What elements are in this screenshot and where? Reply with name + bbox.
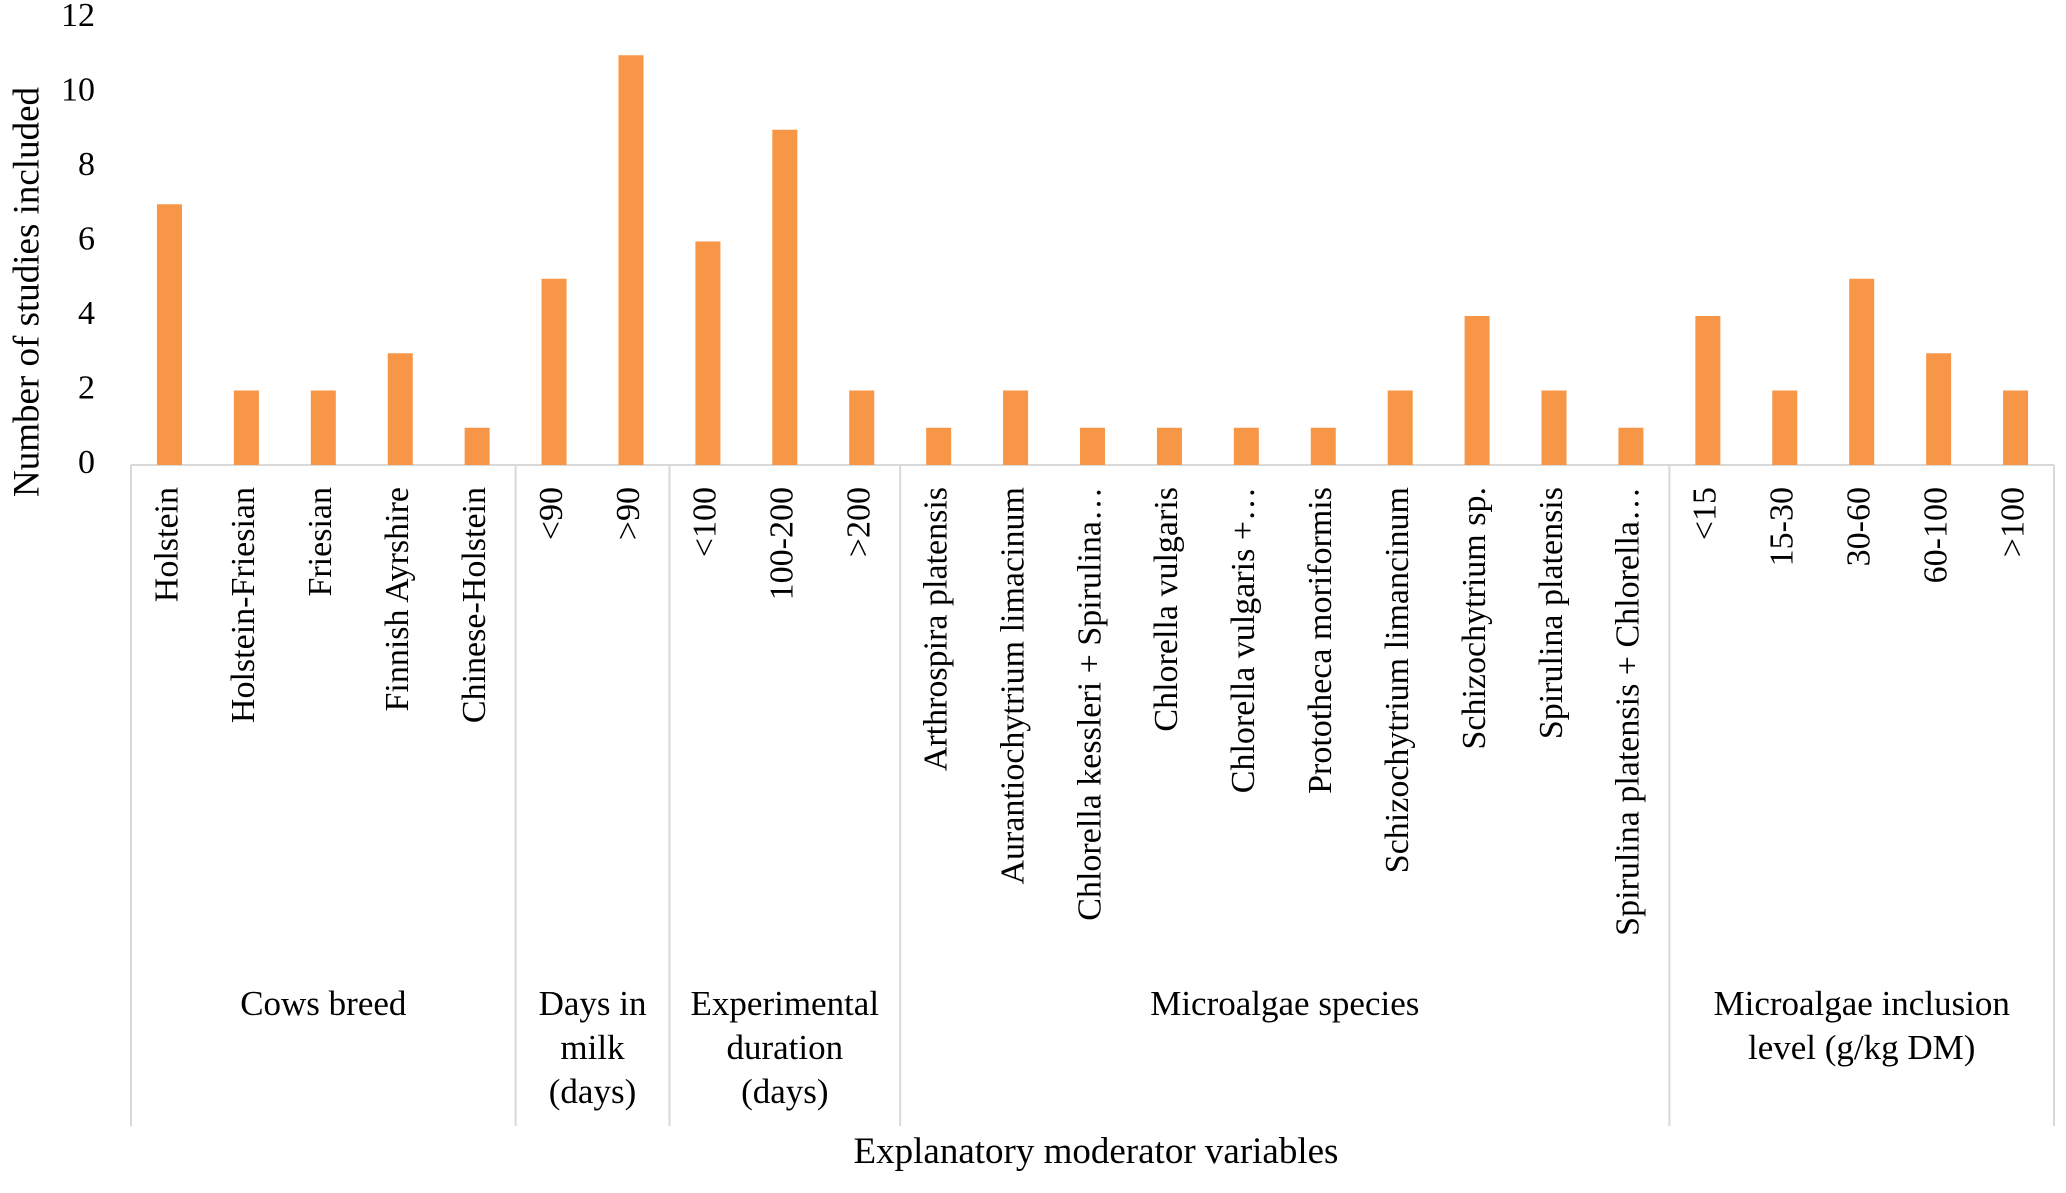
bar — [1310, 427, 1336, 465]
x-tick-label: Finnish Ayrshire — [379, 487, 416, 712]
bar — [618, 55, 644, 465]
y-tick-label: 2 — [78, 369, 95, 406]
bar — [1233, 427, 1259, 465]
y-axis-title-group: Number of studies included — [6, 87, 47, 497]
x-axis-tick-labels: Holstein Holstein-Friesian Friesian Finnish… — [148, 487, 2031, 936]
bar — [695, 241, 721, 465]
x-tick-label: Arthrospira platensis — [917, 487, 954, 771]
y-tick-label: 8 — [78, 146, 95, 183]
bar — [1387, 390, 1413, 465]
x-tick-label: >90 — [610, 487, 647, 540]
y-tick-label: 4 — [78, 295, 95, 332]
y-axis-ticks: 0 2 4 6 8 10 12 — [61, 0, 95, 481]
bar — [541, 278, 567, 465]
bar — [849, 390, 875, 465]
bar — [233, 390, 259, 465]
bar — [387, 353, 413, 465]
x-tick-label: <90 — [533, 487, 570, 540]
x-tick-label: Spirulina platensis + Chlorella… — [1610, 487, 1647, 936]
x-tick-label: 30-60 — [1840, 487, 1877, 566]
x-tick-label: <100 — [687, 487, 724, 557]
bar — [156, 204, 182, 465]
x-tick-label: Schizochytrium sp. — [1456, 487, 1493, 750]
x-tick-label: Prototheca moriformis — [1302, 487, 1339, 794]
bar — [1926, 353, 1952, 465]
bar — [1541, 390, 1567, 465]
x-tick-label: Chinese-Holstein — [456, 487, 493, 723]
y-tick-label: 10 — [61, 71, 95, 108]
y-tick-label: 0 — [78, 444, 95, 481]
bar — [2003, 390, 2029, 465]
bar — [310, 390, 336, 465]
bar — [464, 427, 490, 465]
bar — [772, 129, 798, 465]
bar — [1618, 427, 1644, 465]
bar — [1772, 390, 1798, 465]
y-tick-label: 6 — [78, 220, 95, 257]
group-label: Cows breed — [240, 984, 407, 1023]
bar — [926, 427, 952, 465]
x-tick-label: >100 — [1994, 487, 2031, 557]
y-axis-title: Number of studies included — [6, 87, 47, 497]
group-label: Microalgae species — [1150, 984, 1419, 1023]
x-tick-label: Holstein — [148, 487, 185, 602]
group-label: duration — [726, 1028, 843, 1067]
x-axis-title: Explanatory moderator variables — [854, 1131, 1339, 1172]
x-tick-label: 15-30 — [1764, 487, 1801, 566]
x-tick-label: Spirulina platensis — [1533, 487, 1570, 739]
x-tick-label: 100-200 — [764, 487, 801, 600]
group-labels: Cows breed Days in milk (days) Experimental d… — [240, 984, 2010, 1111]
bar — [1156, 427, 1182, 465]
bar — [1695, 316, 1721, 465]
group-label: (days) — [741, 1072, 828, 1111]
x-tick-label: Holstein-Friesian — [225, 487, 262, 723]
group-label: (days) — [549, 1072, 636, 1111]
x-tick-label: Aurantiochytrium limacinum — [994, 487, 1031, 885]
group-label: Experimental — [691, 984, 880, 1023]
group-label: Microalgae inclusion — [1713, 984, 2009, 1023]
bars — [156, 55, 2029, 465]
group-label: Days in — [539, 984, 647, 1023]
x-tick-label: 60-100 — [1917, 487, 1954, 583]
bar — [1464, 316, 1490, 465]
bar — [1080, 427, 1105, 465]
y-tick-label: 12 — [61, 0, 95, 34]
x-tick-label: Chlorella vulgaris +… — [1225, 487, 1262, 793]
x-tick-label: <15 — [1687, 487, 1724, 540]
x-tick-label: Chlorella vulgaris — [1148, 487, 1185, 732]
x-tick-label: Schizochytrium limancinum — [1379, 487, 1416, 873]
bar — [1849, 278, 1875, 465]
bar — [1003, 390, 1029, 465]
x-tick-label: >200 — [841, 487, 878, 557]
x-tick-label: Chlorella kessleri + Spirulina… — [1071, 487, 1108, 921]
x-tick-label: Friesian — [302, 487, 339, 597]
group-label: milk — [560, 1028, 625, 1067]
group-label: level (g/kg DM) — [1748, 1028, 1975, 1067]
